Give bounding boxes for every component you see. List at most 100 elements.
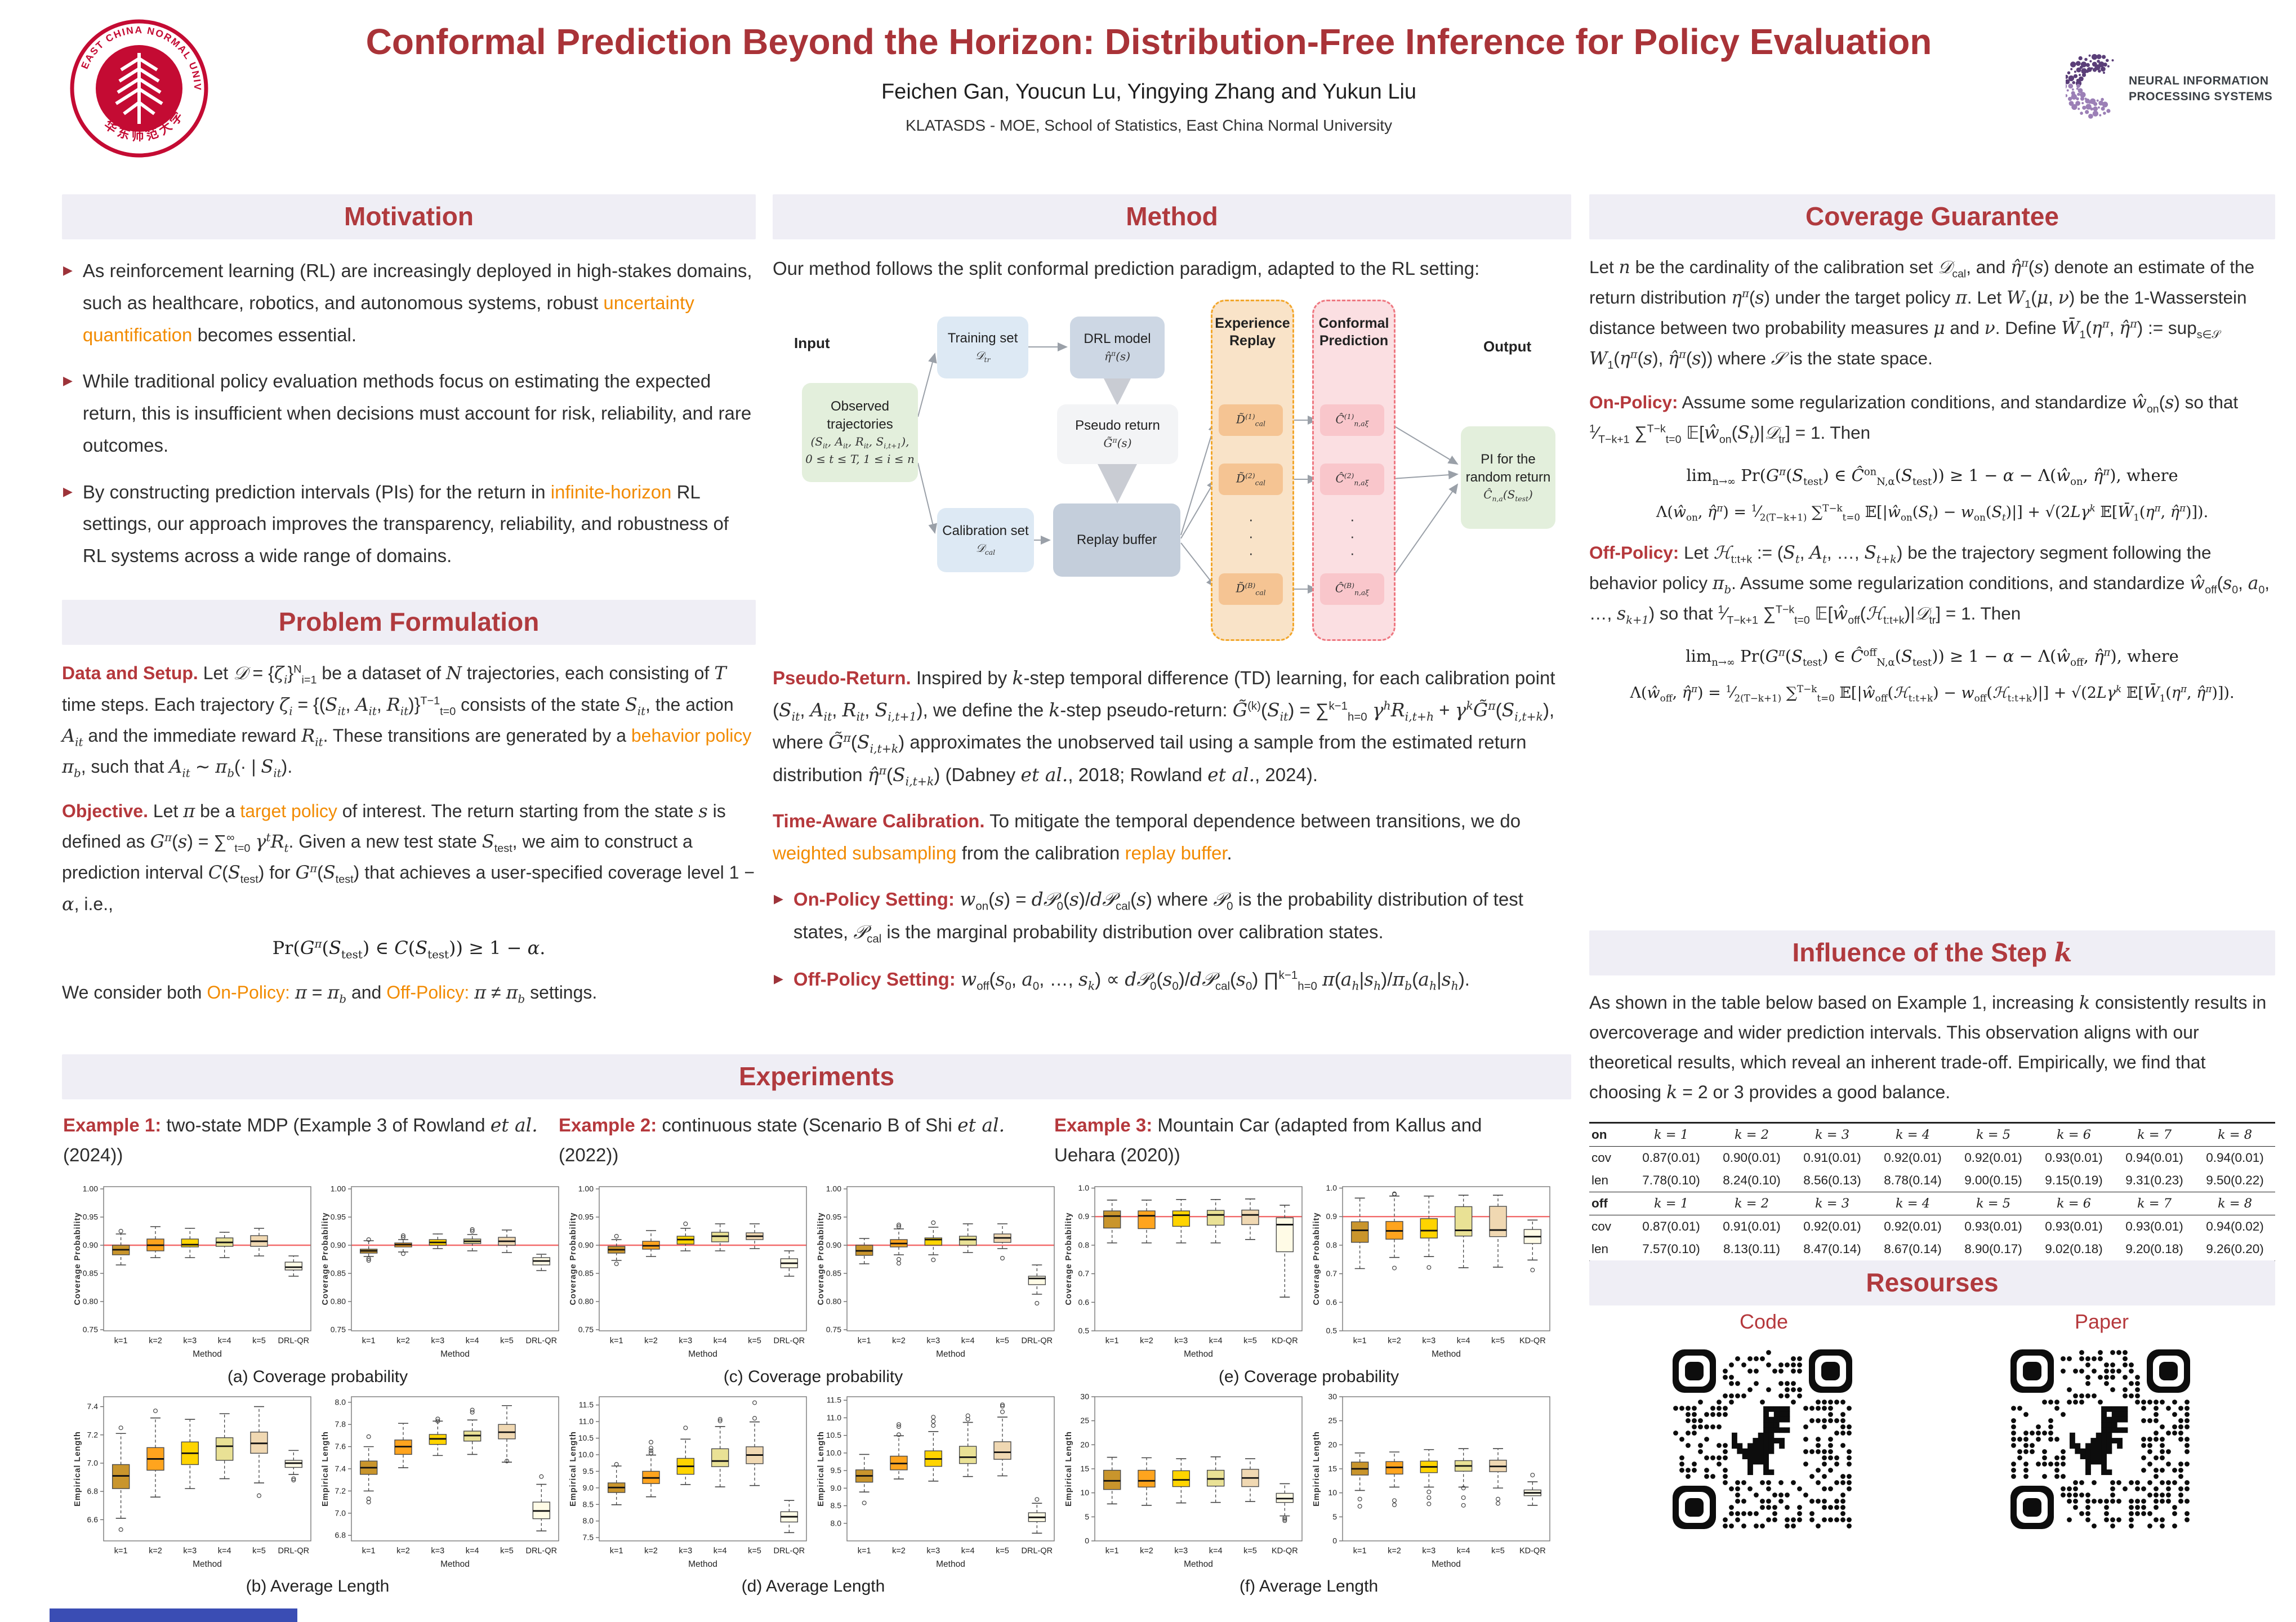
code-qr-code-icon (1668, 1345, 1857, 1536)
svg-text:Method: Method (936, 1559, 965, 1569)
boxplot-ex2-coverage-off: 0.75 0.80 0.85 0.90 0.95 1.00 k=1 k=2 k=3 k=4 k=5 D… (814, 1180, 1059, 1365)
svg-text:Coverage Probability: Coverage Probability (817, 1212, 826, 1305)
svg-text:k=2: k=2 (1140, 1336, 1153, 1345)
flow-chat-2-box: Ĉ(2)n,aξ (1320, 463, 1384, 495)
svg-text:k=4: k=4 (1457, 1547, 1470, 1556)
method-bullet-off-policy: ▶ Off-Policy Setting: woff(s0, a0, …, sk)… (773, 964, 1571, 996)
svg-text:Method: Method (936, 1349, 965, 1359)
flow-output-label: Output (1483, 337, 1532, 355)
svg-text:Empirical Length: Empirical Length (569, 1431, 578, 1507)
flow-chat-1-box: Ĉ(1)n,aξ (1320, 404, 1384, 436)
svg-text:k=4: k=4 (1209, 1336, 1223, 1345)
caption-e: (e) Coverage probability (1218, 1367, 1399, 1386)
svg-text:Coverage Probability: Coverage Probability (1312, 1212, 1321, 1305)
svg-text:15: 15 (1328, 1464, 1337, 1473)
coverage-eq-on-1: limn→∞ Pr(Gπ(Stest) ∈ ĈonN,α(Stest)) ≥ 1… (1686, 465, 2178, 488)
problem-equation: Pr(Gπ(Stest) ∈ C(Stest)) ≥ 1 − α. (272, 937, 546, 961)
svg-text:7.0: 7.0 (87, 1458, 99, 1467)
svg-text:k=1: k=1 (858, 1547, 871, 1556)
svg-text:8.5: 8.5 (583, 1500, 594, 1509)
flow-replay-buffer-box: Replay buffer (1053, 503, 1180, 577)
flow-input-label: Input (794, 334, 830, 351)
poster-title: Conformal Prediction Beyond the Horizon:… (365, 21, 1932, 62)
svg-text:k=4: k=4 (466, 1336, 479, 1345)
svg-text:k=3: k=3 (431, 1547, 444, 1556)
svg-text:11.0: 11.0 (827, 1413, 841, 1422)
problem-paragraph-settings: We consider both On-Policy: π = πb and O… (62, 981, 598, 1005)
svg-text:DRL-QR: DRL-QR (278, 1336, 310, 1345)
coverage-paragraph-setup: Let n be the cardinality of the calibrat… (1589, 256, 2255, 372)
boxplot-ex1-coverage-off: 0.75 0.80 0.85 0.90 0.95 1.00 k=1 k=2 k=3 k=4 k=5 D… (319, 1180, 563, 1365)
poster-affiliation: KLATASDS - MOE, School of Statistics, Ea… (905, 116, 1393, 134)
experiments-section: Experiments (62, 1054, 1571, 1099)
svg-text:Method: Method (193, 1349, 222, 1359)
flow-ellipsis-left: · · · (1249, 510, 1254, 562)
svg-text:Empirical Length: Empirical Length (321, 1431, 330, 1507)
flow-dcal-B-box: D̃(B)cal (1219, 573, 1283, 605)
svg-text:k=4: k=4 (1457, 1336, 1470, 1345)
influence-title: Influence of the Step k (1792, 937, 2072, 968)
svg-text:20: 20 (1328, 1440, 1337, 1449)
svg-text:KD-QR: KD-QR (1272, 1336, 1298, 1345)
column-left: Motivation ▶ As reinforcement learning (R… (62, 194, 756, 587)
coverage-paragraph-on-policy: On-Policy: Assume some regularization co… (1589, 391, 2239, 445)
svg-text:Method: Method (1432, 1559, 1461, 1569)
svg-text:Empirical Length: Empirical Length (817, 1431, 826, 1507)
svg-text:k=3: k=3 (431, 1336, 444, 1345)
svg-text:DRL-QR: DRL-QR (774, 1547, 805, 1556)
example-1-blurb: Example 1: two-state MDP (Example 3 of R… (63, 1114, 538, 1165)
svg-text:Coverage Probability: Coverage Probability (73, 1212, 82, 1305)
svg-text:0.5: 0.5 (1326, 1326, 1338, 1335)
ecnu-logo: EAST CHINA NORMAL UNIVERSITY 华东师范大学 (65, 9, 209, 159)
svg-text:5: 5 (1085, 1512, 1089, 1521)
svg-text:7.2: 7.2 (87, 1430, 99, 1439)
svg-text:0.95: 0.95 (331, 1213, 346, 1222)
svg-text:10: 10 (1080, 1488, 1089, 1497)
svg-text:k=2: k=2 (644, 1547, 658, 1556)
flow-observed-trajectories-box: Observed trajectories (Sit, Ait, Rit, Si… (802, 382, 918, 482)
svg-text:k=3: k=3 (926, 1336, 940, 1345)
boxplot-ex2-coverage-on: 0.75 0.80 0.85 0.90 0.95 1.00 k=1 k=2 k=3 k=4 k=5 D… (567, 1180, 811, 1365)
svg-text:25: 25 (1328, 1416, 1337, 1425)
svg-text:Empirical Length: Empirical Length (1064, 1431, 1073, 1507)
svg-text:k=1: k=1 (362, 1547, 376, 1556)
svg-text:6.8: 6.8 (87, 1487, 99, 1496)
svg-text:0.95: 0.95 (578, 1213, 594, 1222)
flowchart-arrows (917, 342, 1459, 594)
svg-text:k=3: k=3 (183, 1336, 197, 1345)
bullet-arrow-icon: ▶ (774, 892, 783, 906)
svg-text:Method: Method (1184, 1349, 1213, 1359)
svg-text:k=3: k=3 (1422, 1547, 1435, 1556)
svg-text:KD-QR: KD-QR (1519, 1547, 1546, 1556)
svg-text:8.0: 8.0 (335, 1397, 346, 1406)
influence-paragraph: As shown in the table below based on Exa… (1589, 992, 2267, 1103)
example-3-blurb: Example 3: Mountain Car (adapted from Ka… (1054, 1115, 1482, 1165)
caption-c: (c) Coverage probability (723, 1367, 903, 1386)
svg-text:9.5: 9.5 (831, 1466, 842, 1475)
svg-text:k=1: k=1 (1105, 1547, 1119, 1556)
coverage-section-header: Coverage Guarantee (1589, 194, 2275, 239)
svg-text:1.00: 1.00 (826, 1184, 841, 1193)
svg-text:k=3: k=3 (183, 1547, 197, 1556)
svg-text:7.4: 7.4 (87, 1402, 99, 1411)
bullet-arrow-icon: ▶ (63, 373, 73, 388)
svg-text:1.00: 1.00 (331, 1184, 346, 1193)
svg-text:k=5: k=5 (1243, 1336, 1257, 1345)
boxplot-ex3-coverage-on: 0.5 0.6 0.7 0.8 0.9 1.0 k=1 k=2 k=3 k=4 k=5 KD-QR Me… (1062, 1180, 1307, 1365)
svg-text:k=3: k=3 (1174, 1547, 1188, 1556)
motivation-section-header: Motivation (62, 194, 756, 239)
svg-text:k=5: k=5 (500, 1547, 514, 1556)
coverage-title: Coverage Guarantee (1805, 202, 2059, 231)
svg-text:k=2: k=2 (644, 1336, 658, 1345)
svg-text:k=3: k=3 (926, 1547, 940, 1556)
method-flowchart: Input Output Observed trajectories (Sit,… (773, 294, 1555, 649)
svg-text:7.8: 7.8 (335, 1420, 346, 1429)
svg-text:0.6: 0.6 (1078, 1298, 1090, 1307)
svg-text:10.0: 10.0 (578, 1450, 594, 1459)
flow-training-set-box: Training set 𝒟tr (937, 316, 1028, 378)
caption-b: (b) Average Length (246, 1577, 390, 1596)
svg-text:0.6: 0.6 (1326, 1298, 1338, 1307)
svg-text:6.6: 6.6 (87, 1515, 99, 1524)
motivation-title: Motivation (344, 202, 474, 231)
ecnu-seal-icon: EAST CHINA NORMAL UNIVERSITY 华东师范大学 (65, 9, 208, 158)
